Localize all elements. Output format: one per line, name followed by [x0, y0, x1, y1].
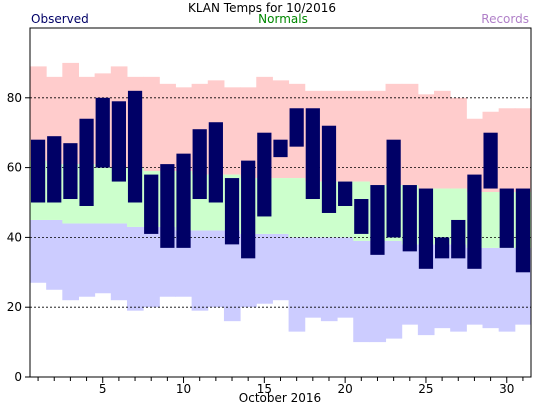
- record-low-band: [62, 223, 79, 301]
- record-low-band: [223, 230, 241, 322]
- record-high-band: [272, 80, 290, 179]
- observed-bar: [160, 164, 175, 248]
- observed-bar: [402, 185, 417, 252]
- record-low-band: [110, 223, 128, 301]
- observed-bar: [354, 199, 369, 234]
- x-axis-label: October 2016: [239, 391, 321, 405]
- record-low-band: [401, 244, 419, 325]
- observed-bar: [321, 125, 337, 213]
- record-low-band: [320, 237, 338, 322]
- observed-bar: [370, 185, 385, 255]
- observed-layer: [30, 90, 531, 273]
- normal-band: [482, 192, 500, 248]
- y-tick-label: 0: [14, 370, 22, 384]
- x-tick-label: 15: [257, 382, 272, 396]
- observed-bar: [30, 139, 46, 203]
- observed-bar: [305, 108, 320, 200]
- record-high-band: [450, 97, 467, 189]
- observed-bar: [63, 143, 78, 200]
- normal-band: [94, 167, 112, 224]
- record-low-band: [78, 223, 96, 297]
- record-low-band: [191, 230, 209, 311]
- normal-band: [434, 188, 451, 245]
- record-low-band: [304, 237, 322, 318]
- observed-bar: [435, 237, 450, 259]
- observed-bar: [192, 129, 207, 200]
- record-high-band: [175, 87, 193, 172]
- y-tick-label: 60: [7, 161, 22, 175]
- observed-bar: [515, 188, 531, 273]
- record-low-band: [450, 244, 467, 332]
- observed-bar: [467, 174, 482, 269]
- observed-bar: [289, 108, 304, 147]
- observed-bar: [224, 178, 240, 245]
- record-high-band: [337, 90, 354, 182]
- record-high-band: [159, 83, 176, 172]
- observed-bar: [79, 118, 94, 206]
- legend-observed: Observed: [31, 12, 89, 26]
- record-low-band: [482, 247, 500, 329]
- record-high-band: [353, 90, 370, 182]
- record-low-band: [353, 240, 370, 343]
- legend-records: Records: [481, 12, 529, 26]
- record-low-band: [30, 219, 47, 283]
- record-low-band: [143, 226, 160, 308]
- observed-bar: [144, 174, 159, 234]
- observed-bar: [257, 132, 272, 217]
- record-high-band: [498, 108, 516, 193]
- x-tick-label: 10: [176, 382, 191, 396]
- normal-band: [272, 178, 290, 234]
- y-tick-label: 40: [7, 230, 22, 244]
- observed-bar: [418, 188, 434, 269]
- observed-bar: [386, 139, 401, 238]
- observed-bar: [241, 160, 256, 259]
- observed-bar: [499, 188, 514, 248]
- record-low-band: [46, 219, 63, 290]
- record-high-band: [401, 83, 419, 186]
- record-high-band: [369, 90, 387, 186]
- y-tick-label: 20: [7, 300, 22, 314]
- legend-normals: Normals: [258, 12, 308, 26]
- record-high-band: [143, 76, 160, 172]
- record-low-band: [498, 247, 516, 332]
- record-high-band: [30, 66, 47, 161]
- observed-bar: [483, 132, 498, 189]
- record-high-band: [417, 94, 435, 189]
- record-high-band: [466, 118, 484, 193]
- plot-layers: [30, 62, 532, 343]
- normal-band: [288, 178, 306, 238]
- observed-bar: [95, 97, 110, 168]
- observed-bar: [338, 181, 353, 206]
- record-low-band: [385, 240, 403, 339]
- y-tick-label: 80: [7, 91, 22, 105]
- observed-bar: [47, 136, 62, 203]
- observed-bar: [176, 153, 191, 248]
- observed-bar: [273, 139, 288, 158]
- record-low-band: [272, 233, 290, 301]
- axis-layer: 0 20 40 60 80 5 10 15 20 25 30: [7, 91, 524, 396]
- observed-bar: [127, 90, 143, 203]
- record-low-band: [207, 230, 225, 308]
- record-low-band: [126, 226, 144, 311]
- x-tick-label: 30: [499, 382, 514, 396]
- record-low-band: [288, 237, 306, 332]
- record-high-band: [223, 87, 241, 175]
- record-low-band: [94, 223, 112, 294]
- x-tick-label: 25: [418, 382, 433, 396]
- record-high-band: [514, 108, 532, 193]
- chart-title: KLAN Temps for 10/2016: [188, 1, 336, 15]
- observed-bar: [451, 219, 466, 259]
- record-high-band: [62, 62, 79, 165]
- observed-bar: [208, 122, 223, 203]
- x-tick-label: 20: [338, 382, 353, 396]
- record-high-band: [240, 87, 257, 179]
- x-tick-label: 5: [99, 382, 107, 396]
- record-low-band: [256, 233, 273, 304]
- record-low-band: [337, 237, 354, 318]
- record-low-band: [369, 240, 387, 343]
- observed-bar: [111, 101, 126, 182]
- record-high-band: [434, 90, 451, 189]
